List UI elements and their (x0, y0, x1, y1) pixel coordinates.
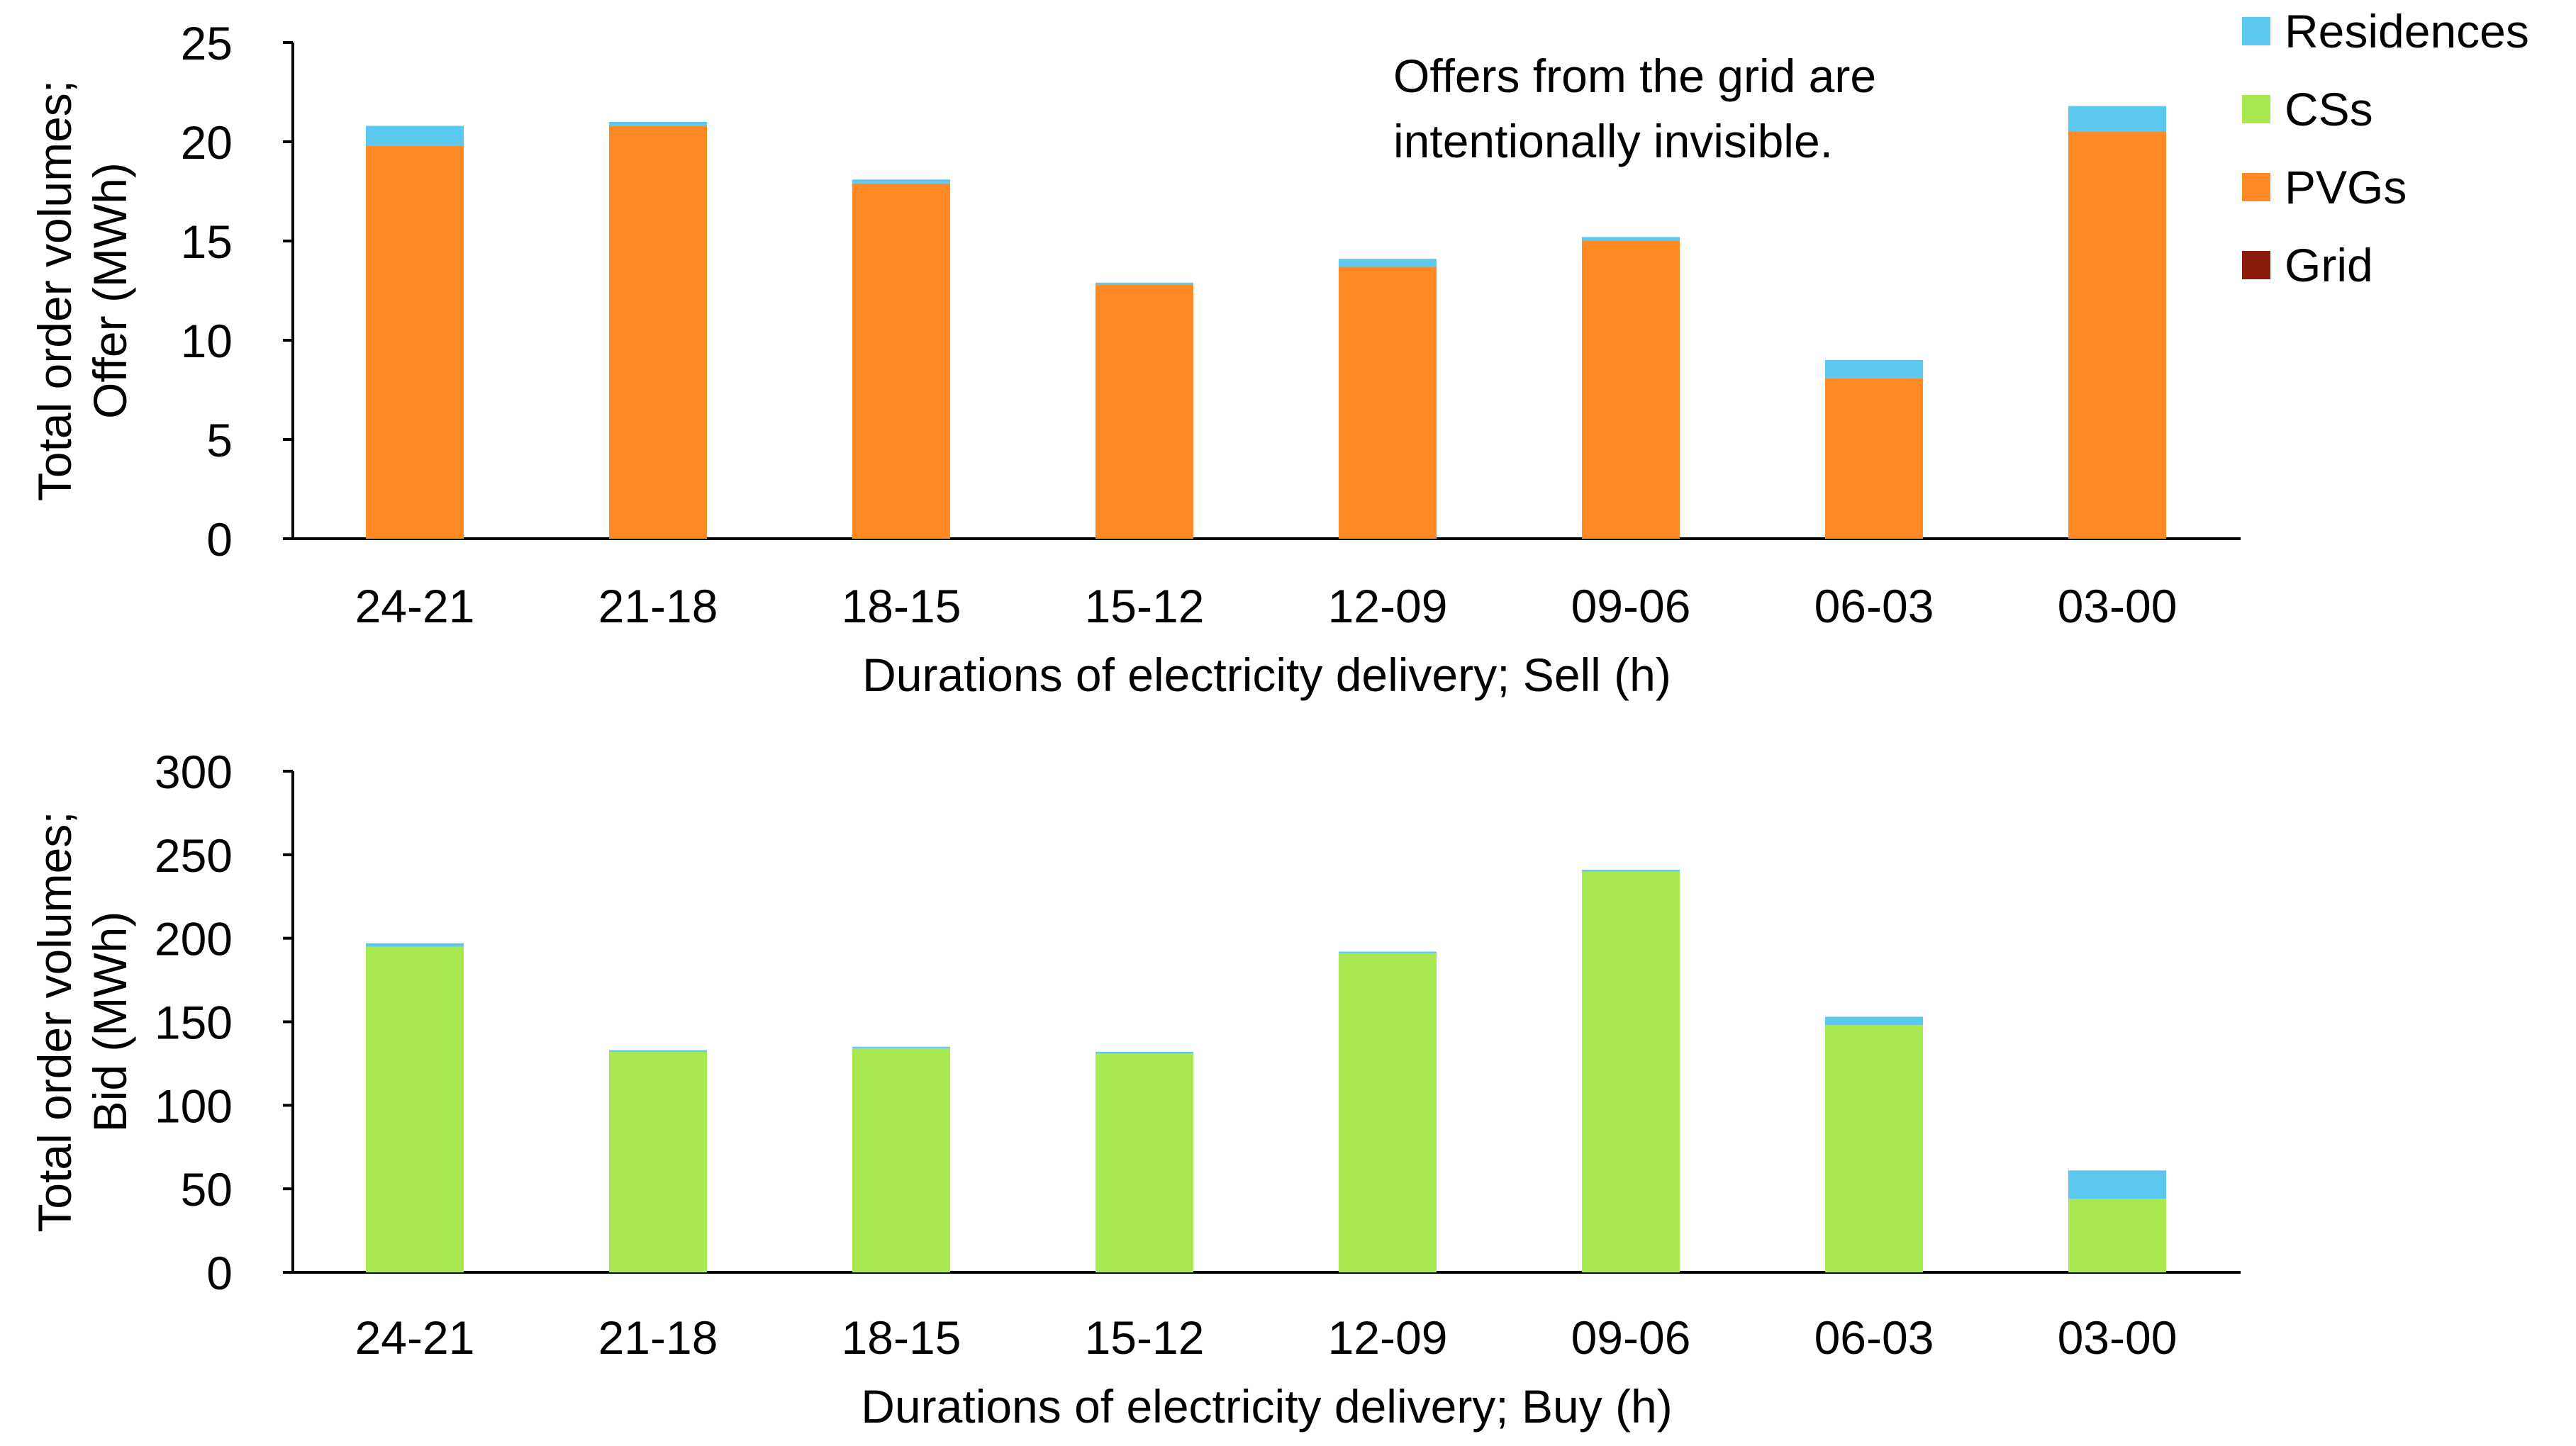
bid-bar-css-09-06 (1582, 871, 1680, 1272)
offer-bar-pvgs-03-00 (2068, 132, 2166, 539)
offer-y-axis-title-line: Total order volumes; (28, 80, 81, 501)
bid-x-tick-label: 21-18 (598, 1311, 718, 1364)
offer-x-tick-label: 09-06 (1571, 580, 1691, 632)
legend-label-grid: Grid (2285, 239, 2373, 291)
bid-bar-css-06-03 (1825, 1025, 1923, 1272)
legend-swatch-css (2242, 95, 2270, 123)
bid-y-tick-label: 150 (155, 997, 233, 1049)
offer-y-tick-label: 5 (206, 414, 233, 466)
offer-chart: 0 5 10 15 20 25 24-21 21-18 18-15 15-12 12-09 09-06… (28, 17, 2241, 701)
offer-x-axis-title: Durations of electricity delivery; Sell … (862, 649, 1671, 701)
offer-bar-pvgs-06-03 (1825, 378, 1923, 539)
bid-x-tick-label: 12-09 (1328, 1311, 1448, 1364)
bid-y-axis-title-line: Bid (MWh) (84, 912, 136, 1133)
bid-bar-css-15-12 (1095, 1053, 1193, 1272)
offer-x-tick-label: 18-15 (842, 580, 961, 632)
offer-x-tick-label: 24-21 (355, 580, 475, 632)
legend: Residences CSs PVGs Grid (2242, 5, 2529, 291)
bid-y-axis-title-line: Total order volumes; (28, 811, 81, 1232)
bid-bar-css-24-21 (366, 946, 464, 1272)
bid-x-tick-label: 06-03 (1814, 1311, 1934, 1364)
offer-x-tick-label: 06-03 (1814, 580, 1934, 632)
offer-y-tick-label: 15 (181, 215, 233, 268)
offer-x-tick-label: 15-12 (1085, 580, 1205, 632)
offer-y-tick-label: 10 (181, 315, 233, 367)
offer-bar-pvgs-15-12 (1095, 284, 1193, 539)
bid-x-tick-label: 15-12 (1085, 1311, 1205, 1364)
offer-bar-residences-03-00 (2068, 106, 2166, 132)
legend-swatch-residences (2242, 17, 2270, 45)
offer-bar-pvgs-09-06 (1582, 241, 1680, 539)
offer-x-tick-label: 03-00 (2058, 580, 2178, 632)
legend-label-residences: Residences (2285, 5, 2529, 57)
bid-bar-residences-03-00 (2068, 1170, 2166, 1199)
offer-bar-residences-09-06 (1582, 237, 1680, 241)
bid-x-axis-title: Durations of electricity delivery; Buy (… (861, 1380, 1672, 1433)
bid-bar-css-12-09 (1339, 953, 1437, 1272)
offer-y-axis-title-line: Offer (MWh) (84, 162, 136, 419)
offer-y-tick-label: 25 (181, 17, 233, 69)
bid-y-tick-label: 200 (155, 913, 233, 965)
bid-bar-residences-15-12 (1095, 1051, 1193, 1054)
bid-x-tick-label: 09-06 (1571, 1311, 1691, 1364)
annotation-line: intentionally invisible. (1393, 115, 1833, 167)
offer-bar-pvgs-21-18 (609, 125, 707, 539)
bid-bar-css-03-00 (2068, 1199, 2166, 1272)
offer-bar-residences-21-18 (609, 122, 707, 126)
bid-chart: 0 50 100 150 200 250 300 24-21 21-18 18-15 15-12 12… (28, 746, 2241, 1433)
offer-bar-pvgs-24-21 (366, 145, 464, 539)
bid-x-tick-label: 24-21 (355, 1311, 475, 1364)
bid-bar-residences-24-21 (366, 943, 464, 947)
bid-y-tick-label: 0 (206, 1247, 233, 1299)
bid-bar-css-18-15 (852, 1048, 950, 1272)
bid-y-tick-label: 50 (181, 1163, 233, 1216)
offer-bar-residences-06-03 (1825, 360, 1923, 379)
offer-bar-residences-24-21 (366, 125, 464, 146)
offer-x-tick-label: 21-18 (598, 580, 718, 632)
offer-y-tick-label: 0 (206, 513, 233, 566)
bid-bar-residences-06-03 (1825, 1016, 1923, 1026)
annotation-line: Offers from the grid are (1393, 50, 1876, 102)
bid-x-tick-label: 18-15 (842, 1311, 961, 1364)
bid-bar-residences-12-09 (1339, 951, 1437, 953)
offer-bar-residences-18-15 (852, 179, 950, 184)
legend-label-css: CSs (2285, 83, 2373, 135)
bid-bar-residences-09-06 (1582, 870, 1680, 872)
bid-x-tick-label: 03-00 (2058, 1311, 2178, 1364)
offer-bar-pvgs-18-15 (852, 183, 950, 539)
bid-y-tick-label: 300 (155, 746, 233, 798)
bid-bar-css-21-18 (609, 1051, 707, 1272)
offer-y-tick-label: 20 (181, 116, 233, 169)
bid-y-tick-label: 250 (155, 829, 233, 882)
offer-bar-residences-15-12 (1095, 282, 1193, 285)
bid-bar-residences-21-18 (609, 1050, 707, 1052)
offer-bar-residences-12-09 (1339, 259, 1437, 267)
legend-swatch-grid (2242, 251, 2270, 279)
legend-label-pvgs: PVGs (2285, 161, 2407, 213)
bid-bar-residences-18-15 (852, 1046, 950, 1049)
legend-swatch-pvgs (2242, 173, 2270, 201)
bid-y-tick-label: 100 (155, 1080, 233, 1132)
offer-y-axis-title: Total order volumes;Offer (MWh) (28, 80, 136, 501)
offer-bar-pvgs-12-09 (1339, 267, 1437, 539)
offer-x-tick-label: 12-09 (1328, 580, 1448, 632)
bid-y-axis-title: Total order volumes;Bid (MWh) (28, 811, 136, 1232)
